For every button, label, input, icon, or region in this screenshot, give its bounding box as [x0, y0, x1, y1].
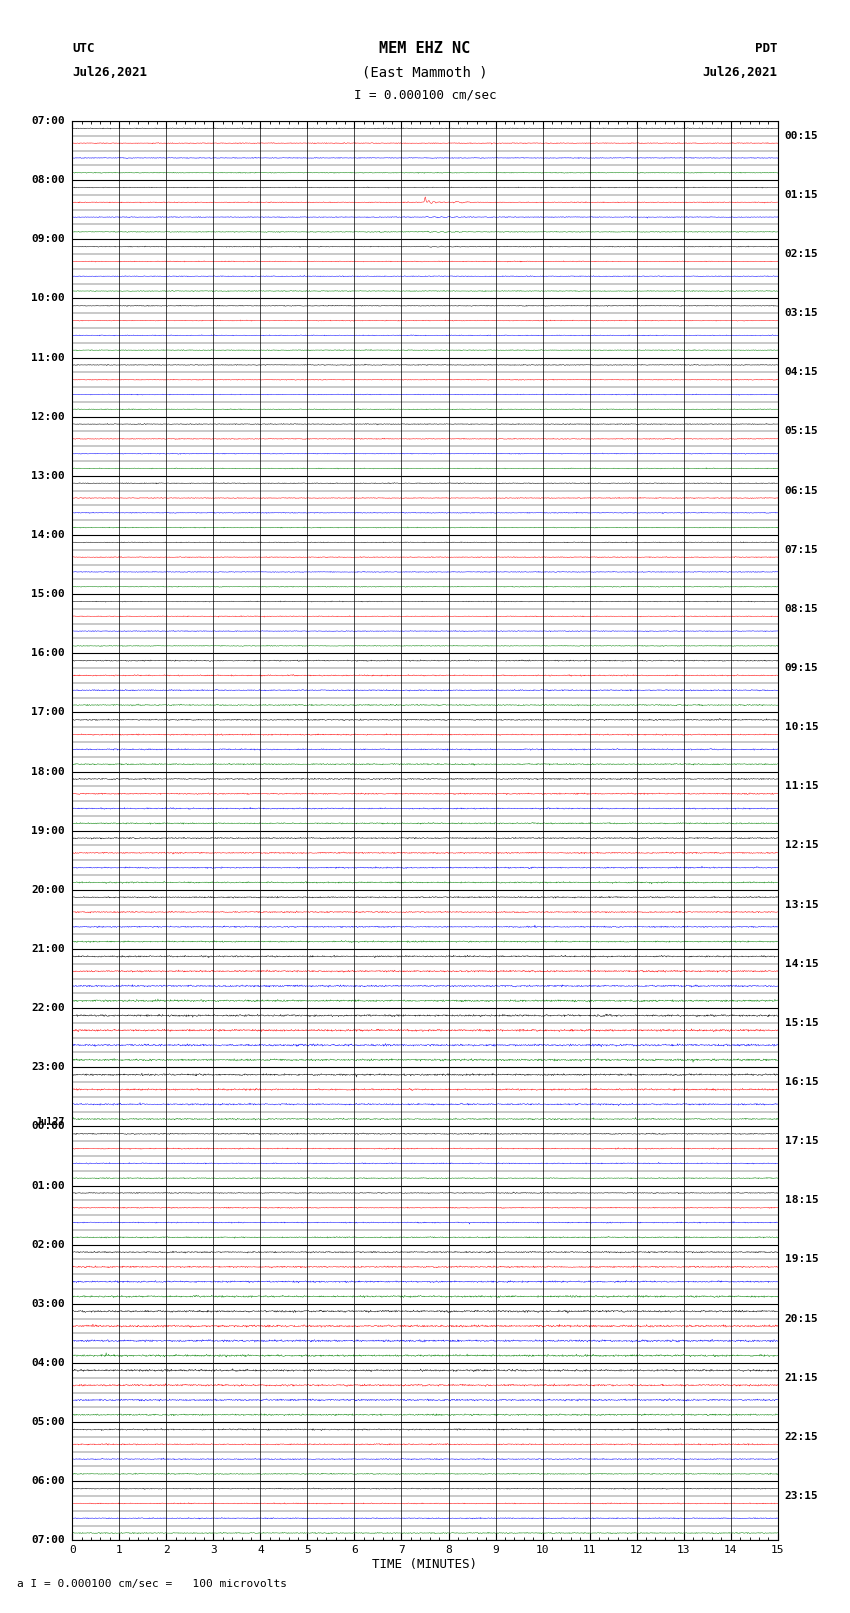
Text: UTC: UTC [72, 42, 94, 55]
Text: 21:15: 21:15 [785, 1373, 819, 1382]
Text: 21:00: 21:00 [31, 944, 65, 953]
Text: 01:00: 01:00 [31, 1181, 65, 1190]
Text: 16:00: 16:00 [31, 648, 65, 658]
Text: 19:15: 19:15 [785, 1255, 819, 1265]
Text: 23:15: 23:15 [785, 1490, 819, 1502]
Text: 03:15: 03:15 [785, 308, 819, 318]
Text: 14:00: 14:00 [31, 531, 65, 540]
X-axis label: TIME (MINUTES): TIME (MINUTES) [372, 1558, 478, 1571]
Text: 00:00: 00:00 [31, 1121, 65, 1131]
Text: (East Mammoth ): (East Mammoth ) [362, 66, 488, 79]
Text: 17:00: 17:00 [31, 708, 65, 718]
Text: 15:15: 15:15 [785, 1018, 819, 1027]
Text: 16:15: 16:15 [785, 1077, 819, 1087]
Text: 06:00: 06:00 [31, 1476, 65, 1486]
Text: 05:15: 05:15 [785, 426, 819, 437]
Text: 18:00: 18:00 [31, 766, 65, 776]
Text: 05:00: 05:00 [31, 1418, 65, 1428]
Text: 17:15: 17:15 [785, 1136, 819, 1147]
Text: 14:15: 14:15 [785, 958, 819, 969]
Text: 03:00: 03:00 [31, 1298, 65, 1308]
Text: 07:00: 07:00 [31, 116, 65, 126]
Text: 02:00: 02:00 [31, 1240, 65, 1250]
Text: a I = 0.000100 cm/sec =   100 microvolts: a I = 0.000100 cm/sec = 100 microvolts [17, 1579, 287, 1589]
Text: 20:00: 20:00 [31, 886, 65, 895]
Text: 15:00: 15:00 [31, 589, 65, 598]
Text: 19:00: 19:00 [31, 826, 65, 836]
Text: 22:15: 22:15 [785, 1432, 819, 1442]
Text: 06:15: 06:15 [785, 486, 819, 495]
Text: 20:15: 20:15 [785, 1313, 819, 1324]
Text: 12:15: 12:15 [785, 840, 819, 850]
Text: 09:00: 09:00 [31, 234, 65, 244]
Text: Jul26,2021: Jul26,2021 [72, 66, 147, 79]
Text: 04:00: 04:00 [31, 1358, 65, 1368]
Text: 13:15: 13:15 [785, 900, 819, 910]
Text: 00:15: 00:15 [785, 131, 819, 140]
Text: 07:00: 07:00 [31, 1536, 65, 1545]
Text: 02:15: 02:15 [785, 248, 819, 260]
Text: 10:00: 10:00 [31, 294, 65, 303]
Text: 08:15: 08:15 [785, 603, 819, 615]
Text: 23:00: 23:00 [31, 1063, 65, 1073]
Text: 08:00: 08:00 [31, 176, 65, 185]
Text: 04:15: 04:15 [785, 368, 819, 377]
Text: PDT: PDT [756, 42, 778, 55]
Text: MEM EHZ NC: MEM EHZ NC [379, 40, 471, 56]
Text: 12:00: 12:00 [31, 411, 65, 421]
Text: Jul26,2021: Jul26,2021 [703, 66, 778, 79]
Text: 11:00: 11:00 [31, 353, 65, 363]
Text: 11:15: 11:15 [785, 781, 819, 792]
Text: Jul27: Jul27 [36, 1116, 65, 1127]
Text: I = 0.000100 cm/sec: I = 0.000100 cm/sec [354, 89, 496, 102]
Text: 09:15: 09:15 [785, 663, 819, 673]
Text: 07:15: 07:15 [785, 545, 819, 555]
Text: 13:00: 13:00 [31, 471, 65, 481]
Text: 22:00: 22:00 [31, 1003, 65, 1013]
Text: 10:15: 10:15 [785, 723, 819, 732]
Text: 01:15: 01:15 [785, 190, 819, 200]
Text: 18:15: 18:15 [785, 1195, 819, 1205]
